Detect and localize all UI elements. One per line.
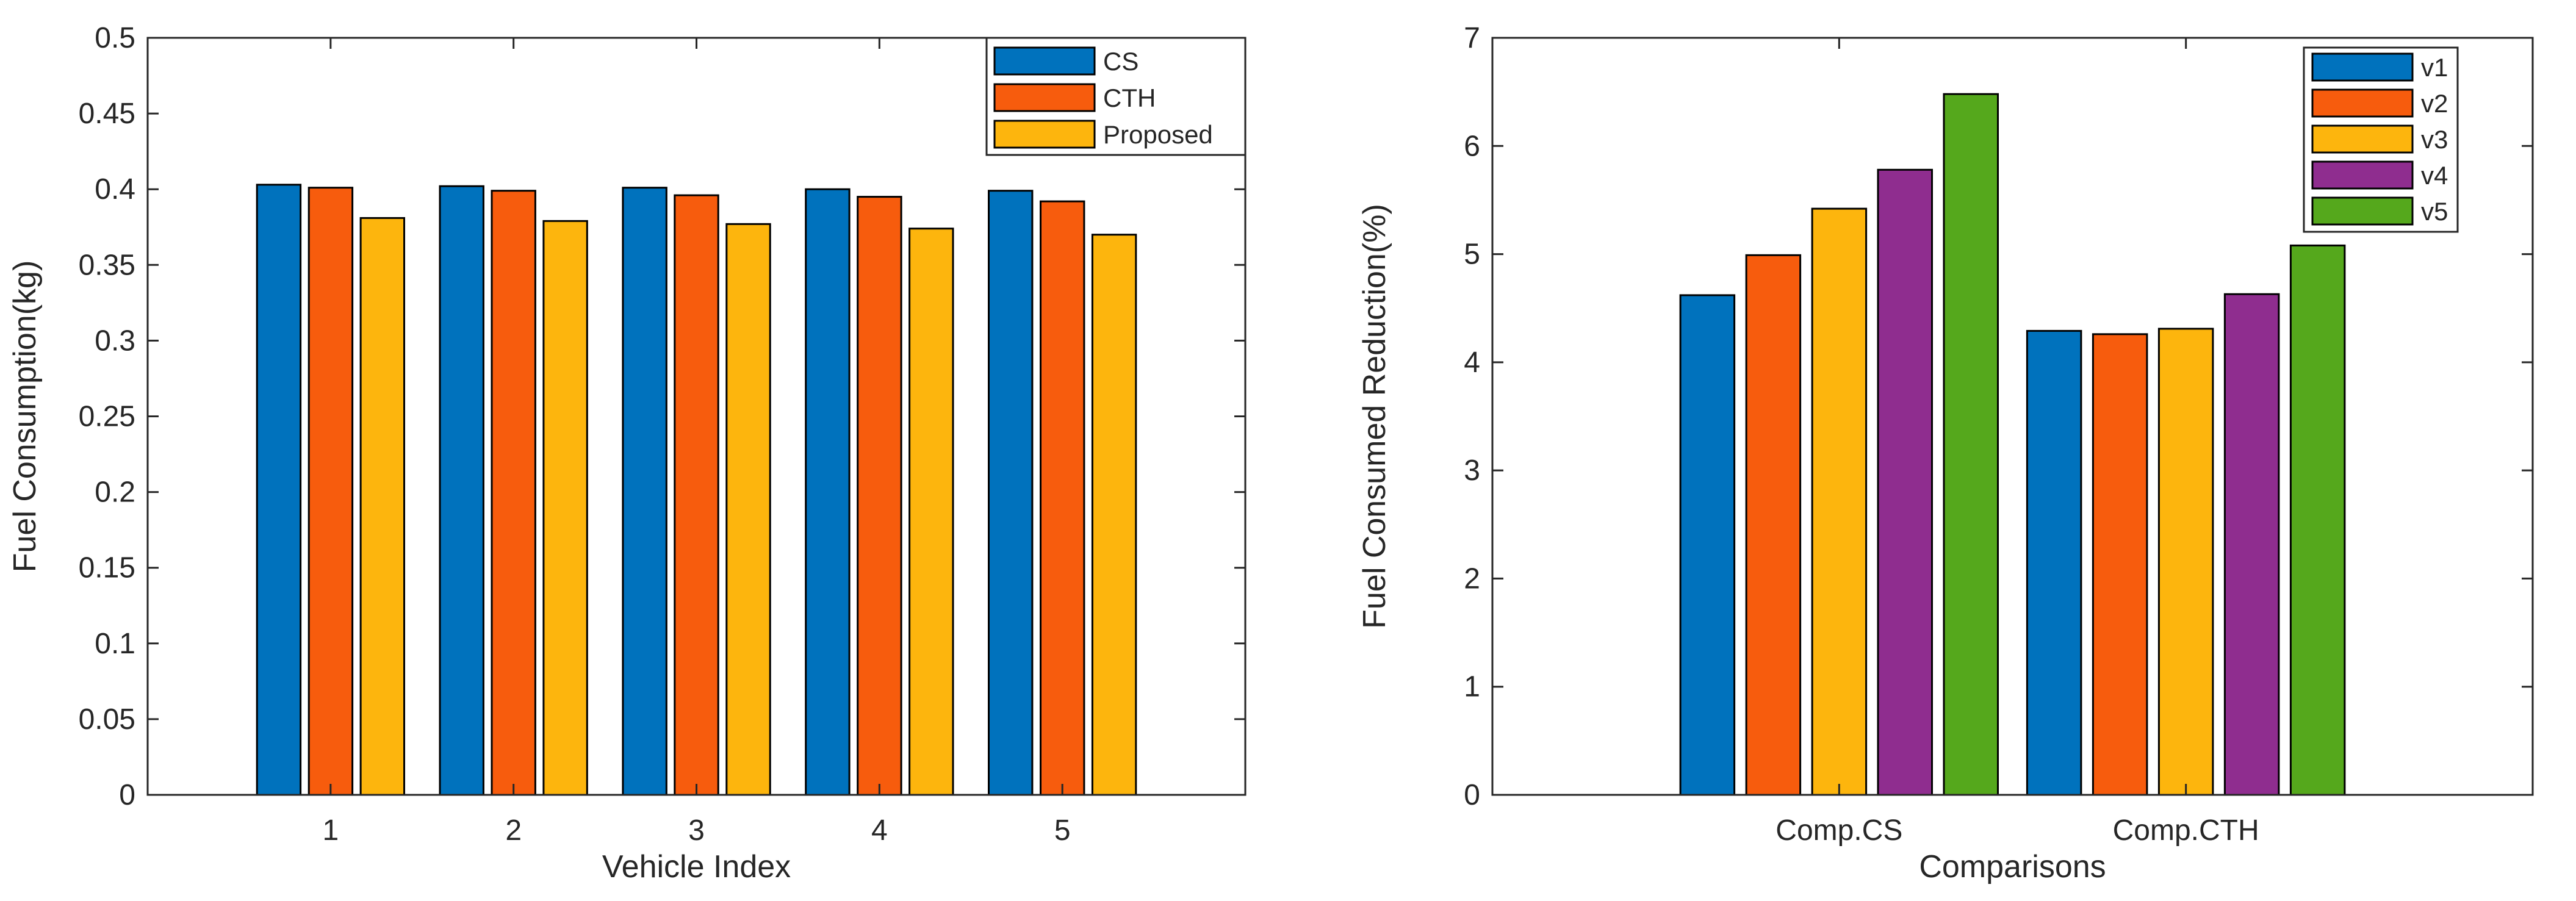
bar-cs-4 [805,188,851,796]
y-tick-label: 1 [1464,671,1480,703]
bar-v3-comp-cs [1811,207,1868,796]
y-tick-label: 0.1 [95,628,135,660]
left-bars [256,184,1137,796]
bar-cth-1 [308,187,354,796]
legend-label-proposed: Proposed [1103,120,1213,149]
y-tick-label: 2 [1464,562,1480,595]
bar-cth-2 [491,190,536,796]
x-tick-label: 5 [1054,814,1071,847]
bar-cs-5 [988,190,1034,796]
x-tick-label: 4 [871,814,888,847]
bar-cth-5 [1040,200,1085,796]
legend-label-cs: CS [1103,47,1139,76]
bar-cs-3 [622,187,667,796]
y-tick-label: 0.25 [79,401,135,433]
left-x-axis-label: Vehicle Index [602,849,791,885]
x-tick-label: 2 [505,814,522,847]
legend-swatch-v5 [2311,196,2414,226]
right-y-ticks: 0 1 2 3 4 5 6 7 [1464,22,2533,811]
bar-cth-3 [674,194,719,796]
legend-swatch-v2 [2311,88,2414,118]
bar-cs-2 [439,185,484,796]
y-tick-label: 0.45 [79,98,135,130]
y-tick-label: 4 [1464,346,1480,379]
legend-swatch-v4 [2311,160,2414,190]
y-tick-label: 0.3 [95,325,135,357]
bar-proposed-3 [725,223,771,796]
left-y-ticks: 0 0.05 0.1 0.15 0.2 0.25 0.3 0.35 0.4 0.45 0.5 [79,22,1245,811]
x-tick-label: Comp.CS [1775,814,1902,847]
y-tick-label: 6 [1464,130,1480,162]
y-tick-label: 0.15 [79,552,135,584]
y-tick-label: 0 [119,779,135,811]
y-tick-label: 0.35 [79,249,135,281]
y-tick-label: 0 [1464,779,1480,811]
legend-label-v2: v2 [2421,89,2448,118]
x-tick-label: 3 [688,814,705,847]
bar-proposed-2 [542,220,588,796]
right-y-axis-label: Fuel Consumed Reduction(%) [1357,204,1392,629]
bar-proposed-4 [908,228,954,796]
legend-swatch-v1 [2311,52,2414,82]
y-tick-label: 0.5 [95,22,135,54]
right-x-ticks: Comp.CS Comp.CTH [1775,38,2259,847]
bar-v1-comp-cth [2026,329,2082,796]
legend-label-v1: v1 [2421,53,2448,82]
right-x-axis-label: Comparisons [1919,849,2106,885]
x-tick-label: Comp.CTH [2113,814,2259,847]
x-tick-label: 1 [322,814,339,847]
fuel-consumption-chart: 0 0.05 0.1 0.15 0.2 0.25 0.3 0.35 0.4 0.45 0.5 1 2 3 4… [7,22,1247,885]
bar-v4-comp-cs [1877,168,1933,796]
y-tick-label: 0.05 [79,703,135,736]
legend-label-v5: v5 [2421,197,2448,226]
left-legend: CS CTH Proposed [985,37,1247,156]
bar-cth-4 [857,196,902,796]
y-tick-label: 0.2 [95,476,135,509]
bar-cs-1 [256,184,302,796]
legend-label-cth: CTH [1103,84,1156,112]
bar-v5-comp-cs [1943,93,1999,796]
y-tick-label: 0.4 [95,173,135,206]
left-y-axis-label: Fuel Consumption(kg) [7,260,43,573]
legend-swatch-proposed [993,120,1096,149]
bar-v2-comp-cth [2092,333,2148,796]
legend-label-v3: v3 [2421,125,2448,154]
bar-proposed-5 [1091,234,1137,796]
bar-v5-comp-cth [2289,244,2346,796]
bar-v3-comp-cth [2157,328,2214,796]
legend-swatch-cs [993,46,1096,76]
bar-v4-comp-cth [2223,293,2280,796]
bar-v2-comp-cs [1745,254,1802,796]
legend-swatch-v3 [2311,124,2414,154]
bar-proposed-1 [359,217,405,796]
y-tick-label: 7 [1464,22,1480,54]
legend-label-v4: v4 [2421,161,2448,190]
right-legend: v1 v2 v3 v4 v5 [2303,46,2459,233]
y-tick-label: 5 [1464,239,1480,271]
legend-swatch-cth [993,83,1096,112]
left-x-ticks: 1 2 3 4 5 [322,38,1071,847]
right-axes-frame [1491,37,2534,796]
bar-v1-comp-cs [1679,294,1736,796]
y-tick-label: 3 [1464,454,1480,487]
